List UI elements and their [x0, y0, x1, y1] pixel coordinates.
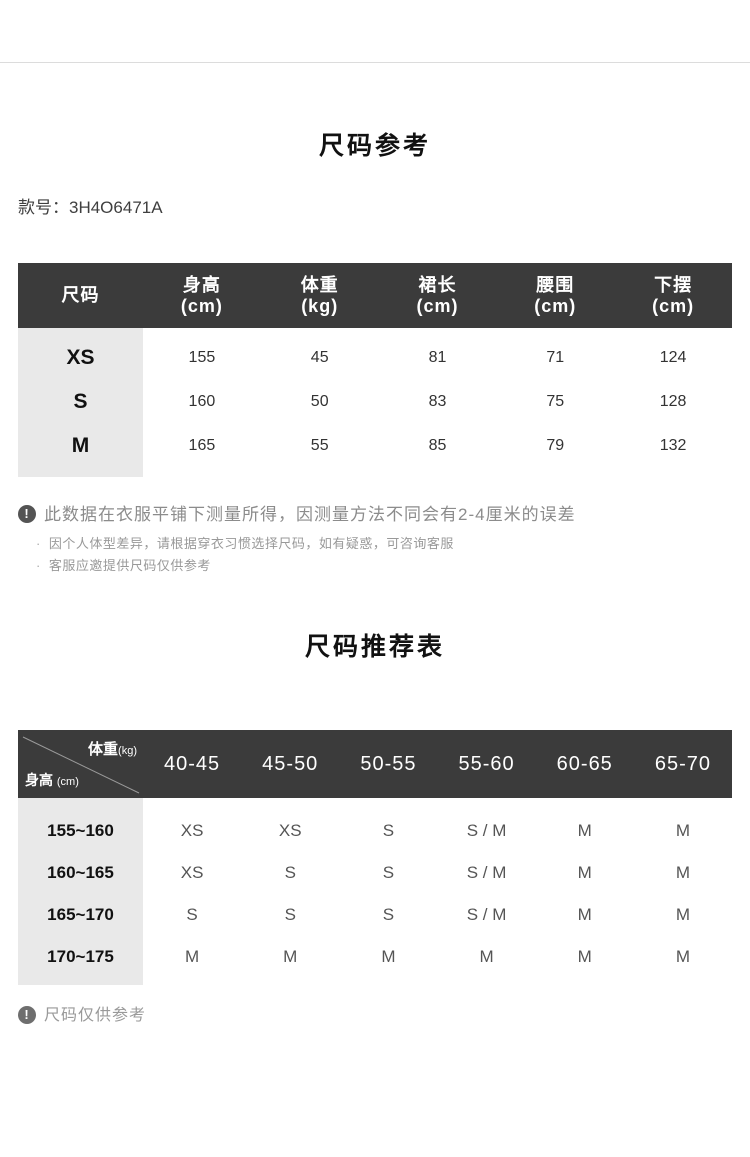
exclamation-icon: ! [18, 505, 36, 523]
table-row: 160~165 XS S S S / M M M [18, 852, 732, 894]
recommended-size-cell: S [284, 905, 296, 924]
recommended-size-cell: S [382, 863, 395, 882]
weight-range-header: 45-50 [262, 752, 319, 775]
recommended-size-cell: M [283, 947, 298, 966]
exclamation-icon: ! [18, 1006, 36, 1024]
table-row: XS 155 45 81 71 124 [18, 336, 732, 380]
height-range-cell: 165~170 [47, 905, 114, 924]
model-number-label: 款号： [18, 198, 69, 217]
value-cell: 165 [188, 437, 216, 454]
note-bullet: · 客服应邀提供尺码仅供参考 [36, 558, 211, 573]
size-cell: XS [66, 346, 95, 369]
value-cell: 132 [659, 437, 687, 454]
corner-height-label: 身高 (cm) [25, 772, 79, 788]
size-table: 尺码 身高 (cm) 体重 (kg) 裙长 (cm) 腰围 (cm) 下摆 (cm) XS… [18, 263, 732, 477]
recommended-size-cell: S [186, 905, 198, 924]
note-bullets: · 因个人体型差异，请根据穿衣习惯选择尺码，如有疑惑，可咨询客服 · 客服应邀提供尺… [36, 533, 750, 577]
header-cell-weight: 体重 (kg) [300, 274, 339, 316]
weight-range-header: 60-65 [556, 752, 613, 775]
size-recommendation-table: 体重(kg) 身高 (cm) 40-45 45-50 50-55 55-60 6… [18, 730, 732, 985]
header-cell-hem: 下摆 (cm) [652, 274, 695, 316]
recommendation-table-header: 体重(kg) 身高 (cm) 40-45 45-50 50-55 55-60 6… [18, 730, 732, 798]
reference-note: ! 尺码仅供参考 [18, 1005, 750, 1026]
header-cell-size: 尺码 [61, 285, 100, 305]
recommended-size-cell: M [675, 947, 690, 966]
value-cell: 81 [428, 349, 447, 366]
recommended-size-cell: M [675, 863, 690, 882]
size-guide-page: 尺码参考 款号：3H4O6471A 尺码 身高 (cm) 体重 (kg) 裙长 (cm… [0, 62, 750, 1026]
height-range-cell: 155~160 [47, 821, 114, 840]
recommended-size-cell: S / M [466, 821, 507, 840]
recommended-size-cell: XS [278, 821, 302, 840]
table-row: S 160 50 83 75 128 [18, 380, 732, 424]
recommended-size-cell: S / M [466, 905, 507, 924]
value-cell: 85 [428, 437, 447, 454]
recommended-size-cell: S / M [466, 863, 507, 882]
header-cell-height: 身高 (cm) [180, 274, 223, 316]
model-number-value: 3H4O6471A [69, 198, 163, 217]
value-cell: 160 [188, 393, 216, 410]
recommended-size-cell: M [381, 947, 396, 966]
weight-range-header: 65-70 [654, 752, 711, 775]
recommendation-table-body: 155~160 XS XS S S / M M M 160~165 XS S S… [18, 798, 732, 985]
corner-header-cell: 体重(kg) 身高 (cm) [18, 730, 143, 798]
value-cell: 83 [428, 393, 447, 410]
recommended-size-cell: M [577, 863, 592, 882]
value-cell: 55 [310, 437, 329, 454]
value-cell: 75 [546, 393, 565, 410]
height-range-cell: 160~165 [47, 863, 114, 882]
value-cell: 124 [659, 349, 687, 366]
recommended-size-cell: M [577, 821, 592, 840]
size-cell: S [73, 390, 88, 413]
size-cell: M [71, 434, 90, 457]
weight-range-header: 40-45 [164, 752, 221, 775]
reference-note-text: 尺码仅供参考 [44, 1007, 147, 1024]
value-cell: 45 [310, 349, 329, 366]
model-number-row: 款号：3H4O6471A [18, 198, 750, 218]
recommended-size-cell: M [577, 905, 592, 924]
recommended-size-cell: M [184, 947, 200, 966]
value-cell: 79 [546, 437, 565, 454]
value-cell: 155 [188, 349, 216, 366]
size-reference-title: 尺码参考 [318, 132, 431, 160]
recommended-size-cell: S [284, 863, 296, 882]
value-cell: 128 [659, 393, 687, 410]
measurement-note-text: 此数据在衣服平铺下测量所得，因测量方法不同会有2-4厘米的误差 [44, 505, 576, 524]
value-cell: 71 [546, 349, 565, 366]
recommended-size-cell: M [675, 905, 690, 924]
weight-range-header: 55-60 [458, 752, 515, 775]
value-cell: 50 [310, 393, 329, 410]
bullet-icon: · [36, 558, 41, 573]
recommended-size-cell: M [479, 947, 494, 966]
recommended-size-cell: S [382, 821, 395, 840]
table-row: 170~175 M M M M M M [18, 936, 732, 978]
recommended-size-cell: XS [180, 863, 204, 882]
recommended-size-cell: XS [180, 821, 204, 840]
recommended-size-cell: S [382, 905, 395, 924]
bullet-icon: · [36, 536, 41, 551]
table-row: M 165 55 85 79 132 [18, 424, 732, 468]
height-range-cell: 170~175 [47, 947, 114, 966]
diagonal-line [22, 736, 140, 794]
header-cell-skirt-length: 裙长 (cm) [416, 274, 459, 316]
recommended-size-cell: M [577, 947, 592, 966]
size-table-body: XS 155 45 81 71 124 S 160 50 83 75 128 M… [18, 328, 732, 477]
header-cell-waist: 腰围 (cm) [534, 274, 577, 316]
top-divider [0, 62, 750, 63]
measurement-note: ! 此数据在衣服平铺下测量所得，因测量方法不同会有2-4厘米的误差 [18, 504, 750, 525]
recommended-size-cell: M [675, 821, 690, 840]
table-row: 165~170 S S S S / M M M [18, 894, 732, 936]
size-table-header: 尺码 身高 (cm) 体重 (kg) 裙长 (cm) 腰围 (cm) 下摆 (cm) [18, 263, 732, 328]
table-row: 155~160 XS XS S S / M M M [18, 810, 732, 852]
note-bullet: · 因个人体型差异，请根据穿衣习惯选择尺码，如有疑惑，可咨询客服 [36, 536, 454, 551]
weight-range-header: 50-55 [360, 752, 417, 775]
size-recommendation-title: 尺码推荐表 [304, 633, 445, 661]
corner-weight-label: 体重(kg) [88, 741, 137, 758]
